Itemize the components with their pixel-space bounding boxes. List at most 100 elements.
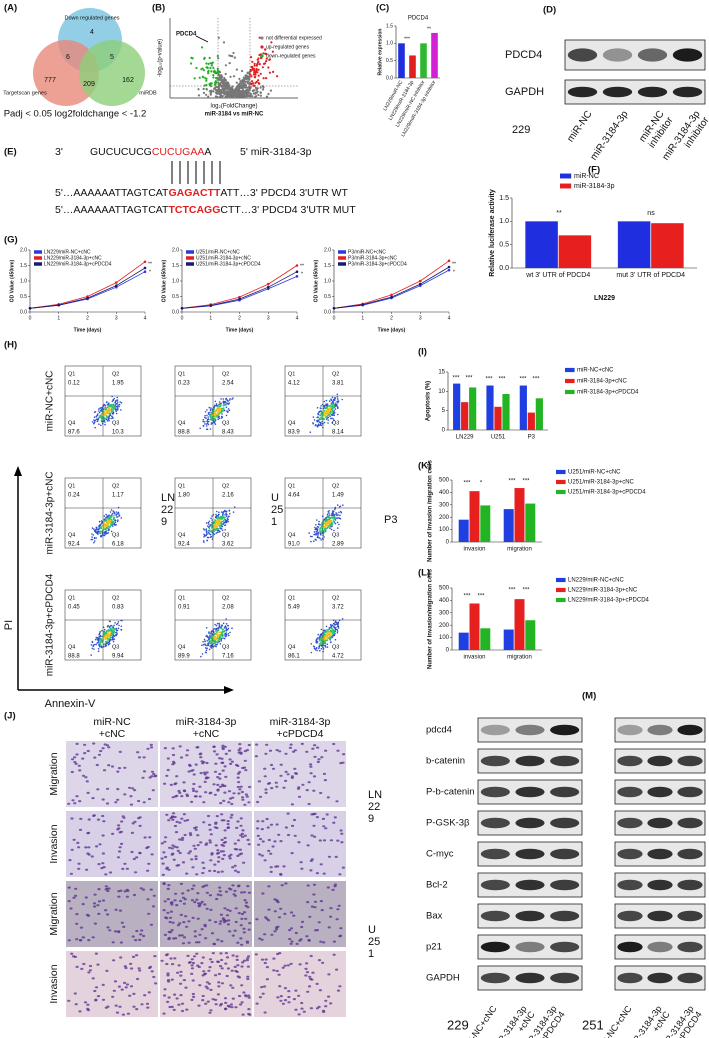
cell [290,852,294,855]
cell [137,756,142,759]
cell [257,843,261,846]
flow-dot [209,530,211,532]
flow-dot [203,528,205,530]
flow-dot [225,623,228,625]
legend-label: LN229/miR-3184-3p+cPDCD4 [568,598,650,604]
flow-dot [217,627,220,629]
cell [198,795,202,798]
flow-dot [324,404,327,407]
cell [181,896,186,899]
flow-dot [336,527,339,529]
cell [313,900,318,903]
cell [203,773,207,776]
volcano-dot [190,56,193,60]
cell [67,999,71,1002]
legend-dot [260,54,264,58]
flow-dot [106,523,109,526]
x-tick-label: 4 [296,315,299,321]
volcano-dot [227,87,230,90]
cell [186,819,190,822]
micrograph [160,741,252,807]
cell [213,793,217,796]
volcano-dot [232,95,235,98]
cell [257,780,261,783]
volcano-dot [251,89,254,92]
flow-dot [204,643,206,645]
flow-dot [106,630,108,632]
series-line [29,271,146,309]
cell [143,994,147,997]
flow-dot [112,520,115,523]
blot-band [637,48,668,62]
cell [218,777,222,780]
flow-dot [215,403,218,405]
y-tick-label: 1.5 [386,23,393,29]
cell [321,817,325,821]
y-tick-label: 0.5 [20,294,27,300]
cell [242,927,246,930]
cell [207,982,211,985]
volcano-dot [241,69,244,73]
quadrant-value: 3.62 [222,542,234,548]
flow-dot [225,521,228,524]
cell [236,964,240,967]
x-tick-label: 0 [181,315,184,321]
flow-dot [316,535,319,537]
cell [332,821,336,824]
cell [236,772,240,775]
flow-dot [310,651,313,654]
flow-dot [221,529,224,532]
cell [316,746,320,749]
cell [139,887,143,890]
y-tick-label: 1.5 [324,263,331,269]
flow-dot [324,526,327,528]
cell [220,940,224,943]
cell [269,866,273,869]
flow-dot [217,516,219,518]
flow-dot [91,536,93,538]
flow-dot [327,520,330,523]
volcano-dot [267,66,270,69]
cell [209,791,213,794]
volcano-dot [226,85,229,88]
cell [129,962,133,966]
cell [227,749,232,752]
cell [182,921,186,924]
cell [142,801,146,804]
y-tick-label: 1.5 [499,195,509,202]
quadrant-value: 0.45 [68,605,80,611]
volcano-dot [262,62,266,65]
cell [315,982,319,986]
flow-dot [120,409,122,411]
legend-label: U251/miR-NC+cNC [196,249,240,255]
cell [298,963,302,966]
cell [117,767,122,770]
cell [108,929,112,932]
flow-dot [103,630,105,633]
flow-dot [106,527,109,530]
cell [336,839,340,842]
cell [117,824,121,827]
cell [309,1007,313,1010]
flow-dot [226,411,229,413]
x-axis-label: Time (days) [74,327,102,333]
bar [525,503,536,542]
legend-swatch [34,256,42,260]
quadrant-value: 86.1 [288,654,300,660]
flow-dot [227,520,229,523]
quadrant-value: 87.6 [68,430,80,436]
quadrant-name: Q4 [288,420,295,426]
flow-dot [328,514,331,516]
flow-dot [220,408,222,411]
cell [194,828,198,832]
blot-band [647,972,673,984]
cell [239,817,243,820]
volcano-dot [268,71,271,74]
flow-dot [222,398,225,400]
flow-dot [107,529,109,532]
quadrant-name: Q4 [178,532,185,538]
cell [185,794,190,798]
flow-dot [333,514,336,517]
quadrant-value: 2.89 [332,542,344,548]
cell [236,820,240,823]
